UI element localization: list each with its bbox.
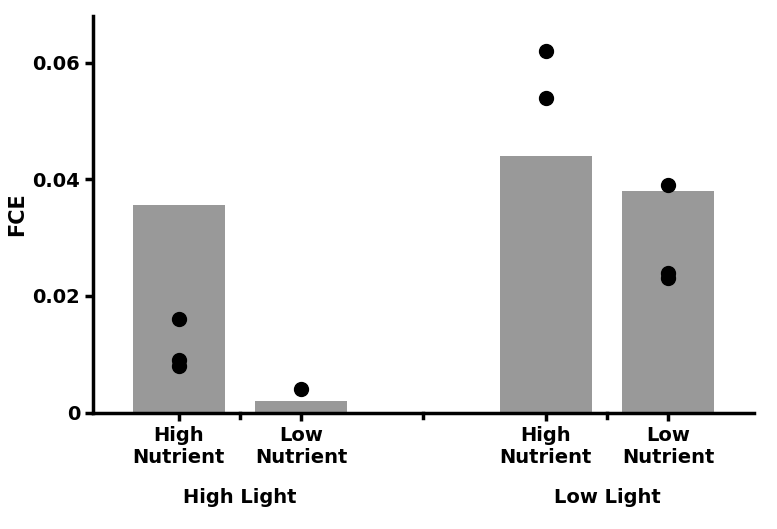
Point xyxy=(539,47,552,55)
Bar xyxy=(622,191,714,413)
Bar xyxy=(133,205,225,413)
Point xyxy=(295,385,308,394)
Point xyxy=(662,268,674,277)
Bar xyxy=(500,156,591,413)
Point xyxy=(172,356,185,364)
Text: Low Light: Low Light xyxy=(553,488,660,507)
Y-axis label: FCE: FCE xyxy=(7,193,26,236)
Text: High Light: High Light xyxy=(183,488,297,507)
Point xyxy=(172,362,185,370)
Point xyxy=(172,315,185,324)
Bar xyxy=(256,401,347,413)
Point xyxy=(662,181,674,189)
Point xyxy=(662,274,674,282)
Point xyxy=(539,93,552,102)
